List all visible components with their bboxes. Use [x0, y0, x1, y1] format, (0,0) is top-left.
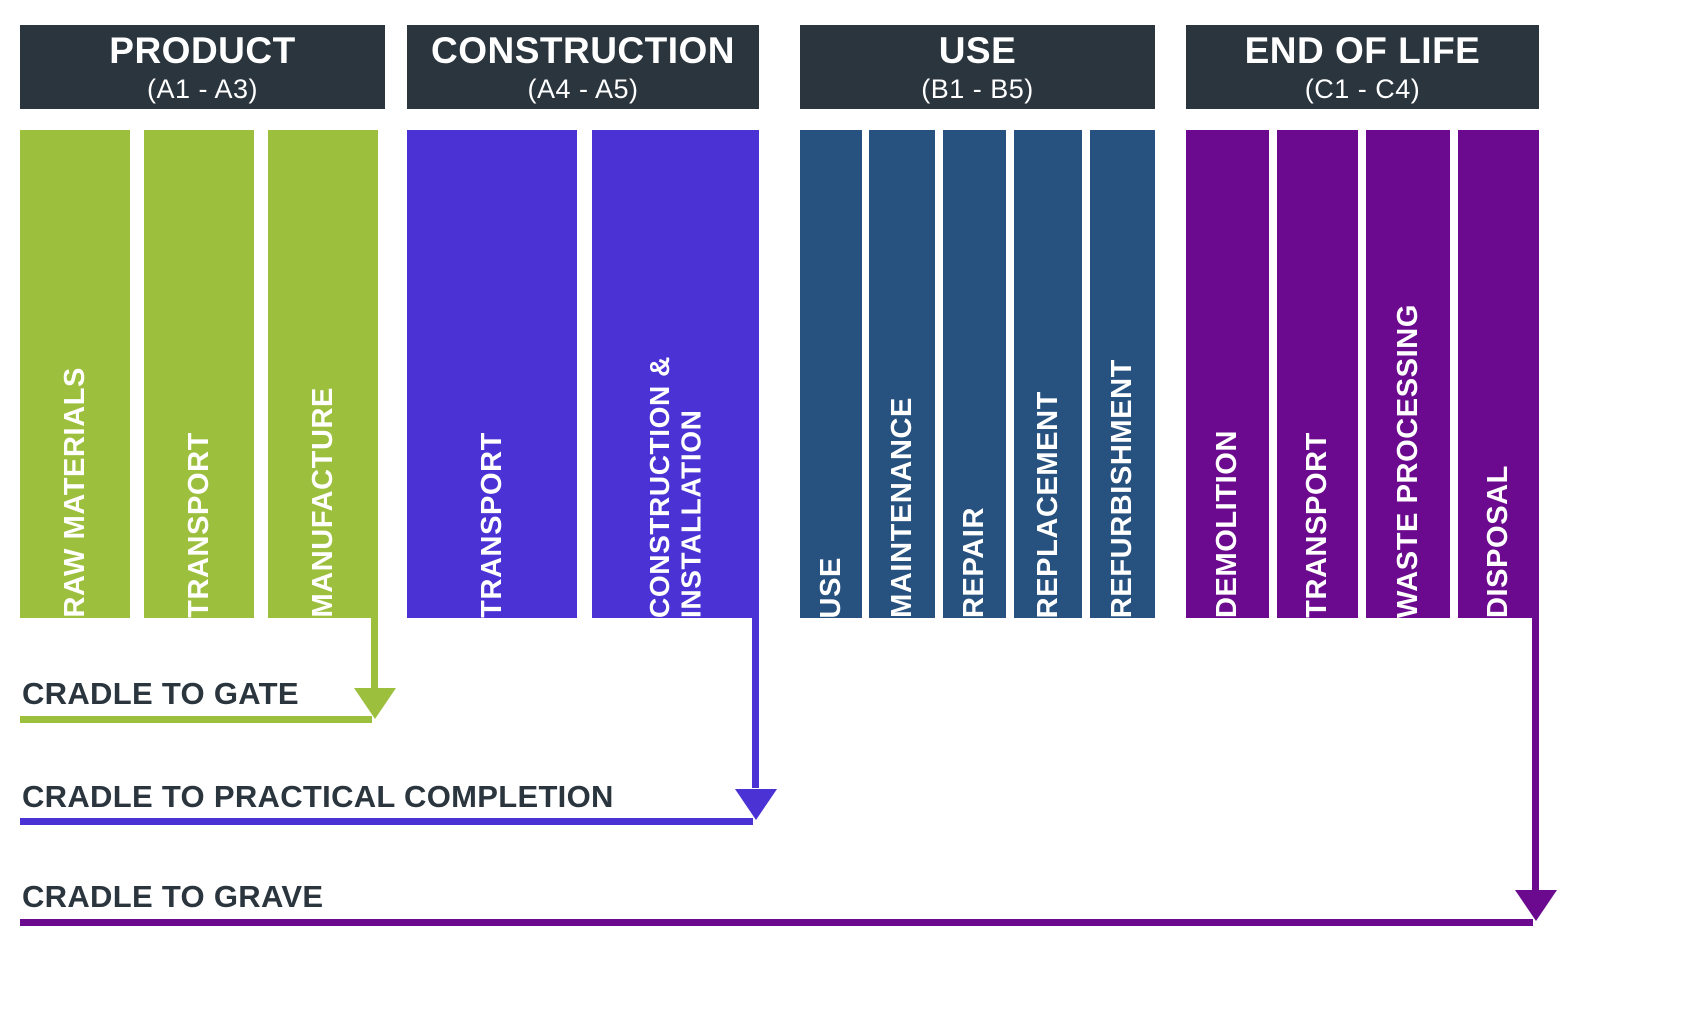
- stage-bar-manufacture: MANUFACTURE: [268, 130, 378, 618]
- phase-header-use: USE (B1 - B5): [800, 25, 1155, 109]
- connector-line-cradle-to-grave: [1532, 618, 1539, 890]
- stage-bar-transport-eol: TRANSPORT: [1277, 130, 1358, 618]
- arrow-head-cradle-to-practical-completion: [735, 789, 777, 820]
- scope-label-cradle-to-grave: CRADLE TO GRAVE: [22, 879, 324, 914]
- scope-label-cradle-to-gate: CRADLE TO GATE: [22, 676, 299, 711]
- phase-title: USE: [938, 29, 1017, 71]
- stage-label: REPLACEMENT: [1031, 390, 1064, 618]
- phase-title: CONSTRUCTION: [430, 29, 736, 71]
- stage-bar-transport-construction: TRANSPORT: [407, 130, 577, 618]
- stage-bar-refurbishment: REFURBISHMENT: [1090, 130, 1155, 618]
- stage-bar-waste-processing: WASTE PROCESSING: [1366, 130, 1450, 618]
- stage-bar-maintenance: MAINTENANCE: [869, 130, 935, 618]
- stage-label: TRANSPORT: [182, 432, 215, 618]
- stage-label: MAINTENANCE: [885, 397, 918, 618]
- phase-header-product: PRODUCT (A1 - A3): [20, 25, 385, 109]
- arrow-head-cradle-to-grave: [1515, 890, 1557, 921]
- phase-modules: (C1 - C4): [1304, 73, 1421, 104]
- stage-label: REPAIR: [958, 506, 991, 618]
- stage-bar-transport-product: TRANSPORT: [144, 130, 254, 618]
- stage-bar-construction-installation: CONSTRUCTION & INSTALLATION: [592, 130, 759, 618]
- stage-bar-disposal: DISPOSAL: [1458, 130, 1539, 618]
- phase-header-end-of-life: END OF LIFE (C1 - C4): [1186, 25, 1539, 109]
- connector-line-cradle-to-gate: [371, 618, 378, 688]
- scope-rule-cradle-to-practical-completion: [20, 818, 753, 825]
- stage-label: DISPOSAL: [1482, 464, 1515, 618]
- stage-bar-use: USE: [800, 130, 862, 618]
- stage-label: TRANSPORT: [1301, 432, 1334, 618]
- stage-label: DEMOLITION: [1211, 429, 1244, 618]
- phase-header-construction: CONSTRUCTION (A4 - A5): [407, 25, 759, 109]
- phase-modules: (A4 - A5): [527, 73, 639, 104]
- stage-label: MANUFACTURE: [306, 387, 339, 618]
- stage-label: REFURBISHMENT: [1106, 358, 1139, 618]
- phase-title: END OF LIFE: [1244, 29, 1481, 71]
- scope-label-cradle-to-practical-completion: CRADLE TO PRACTICAL COMPLETION: [22, 779, 614, 814]
- scope-rule-cradle-to-gate: [20, 716, 372, 723]
- stage-bar-demolition: DEMOLITION: [1186, 130, 1269, 618]
- stage-label: WASTE PROCESSING: [1391, 303, 1424, 618]
- stage-bar-repair: REPAIR: [943, 130, 1006, 618]
- phase-modules: (A1 - A3): [146, 73, 259, 104]
- phase-title: PRODUCT: [109, 29, 296, 71]
- stage-bar-raw-materials: RAW MATERIALS: [20, 130, 130, 618]
- stage-label: USE: [814, 556, 847, 618]
- connector-line-cradle-to-practical-completion: [752, 618, 759, 788]
- scope-rule-cradle-to-grave: [20, 919, 1533, 926]
- stage-bar-replacement: REPLACEMENT: [1014, 130, 1082, 618]
- stage-label: TRANSPORT: [475, 432, 508, 618]
- arrow-head-cradle-to-gate: [354, 688, 396, 719]
- stage-label: RAW MATERIALS: [58, 367, 91, 618]
- stage-label: CONSTRUCTION & INSTALLATION: [644, 356, 707, 618]
- phase-modules: (B1 - B5): [921, 73, 1034, 104]
